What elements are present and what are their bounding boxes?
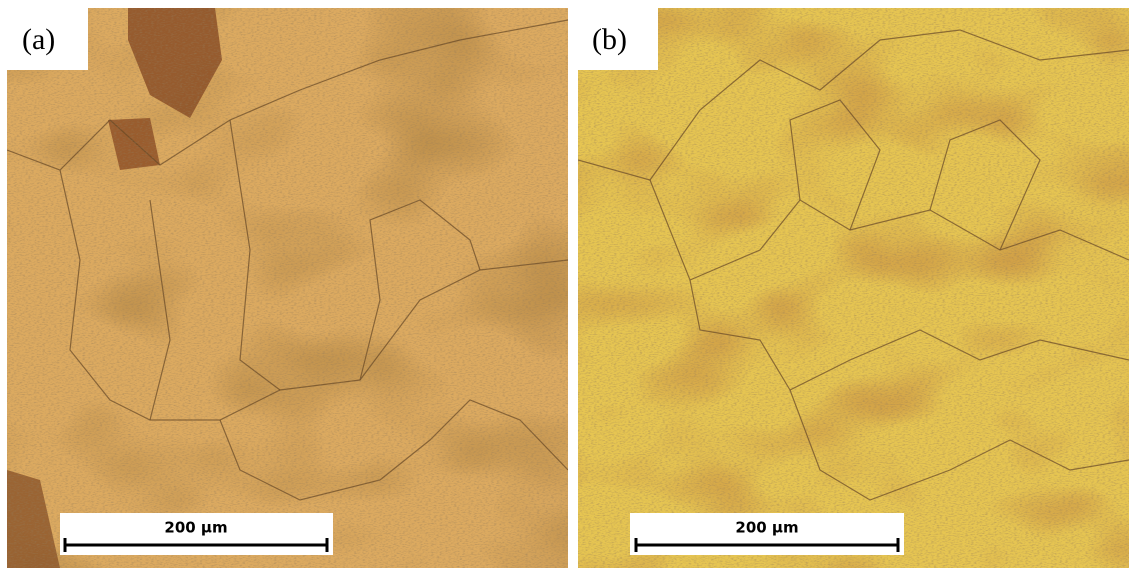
page: (a) (b) 200 µm 200 µm (() => { const dat… — [0, 0, 1135, 574]
scale-bar-label: 200 µm — [164, 519, 227, 537]
figure: (a) (b) 200 µm 200 µm — [0, 0, 1135, 574]
panel-label: (a) — [22, 23, 55, 56]
noise — [7, 8, 568, 568]
scale-bar-label: 200 µm — [735, 519, 798, 537]
micrograph-b — [578, 8, 1129, 568]
noise — [578, 8, 1129, 568]
panel-label: (b) — [592, 23, 627, 56]
micrograph-a — [7, 8, 568, 568]
